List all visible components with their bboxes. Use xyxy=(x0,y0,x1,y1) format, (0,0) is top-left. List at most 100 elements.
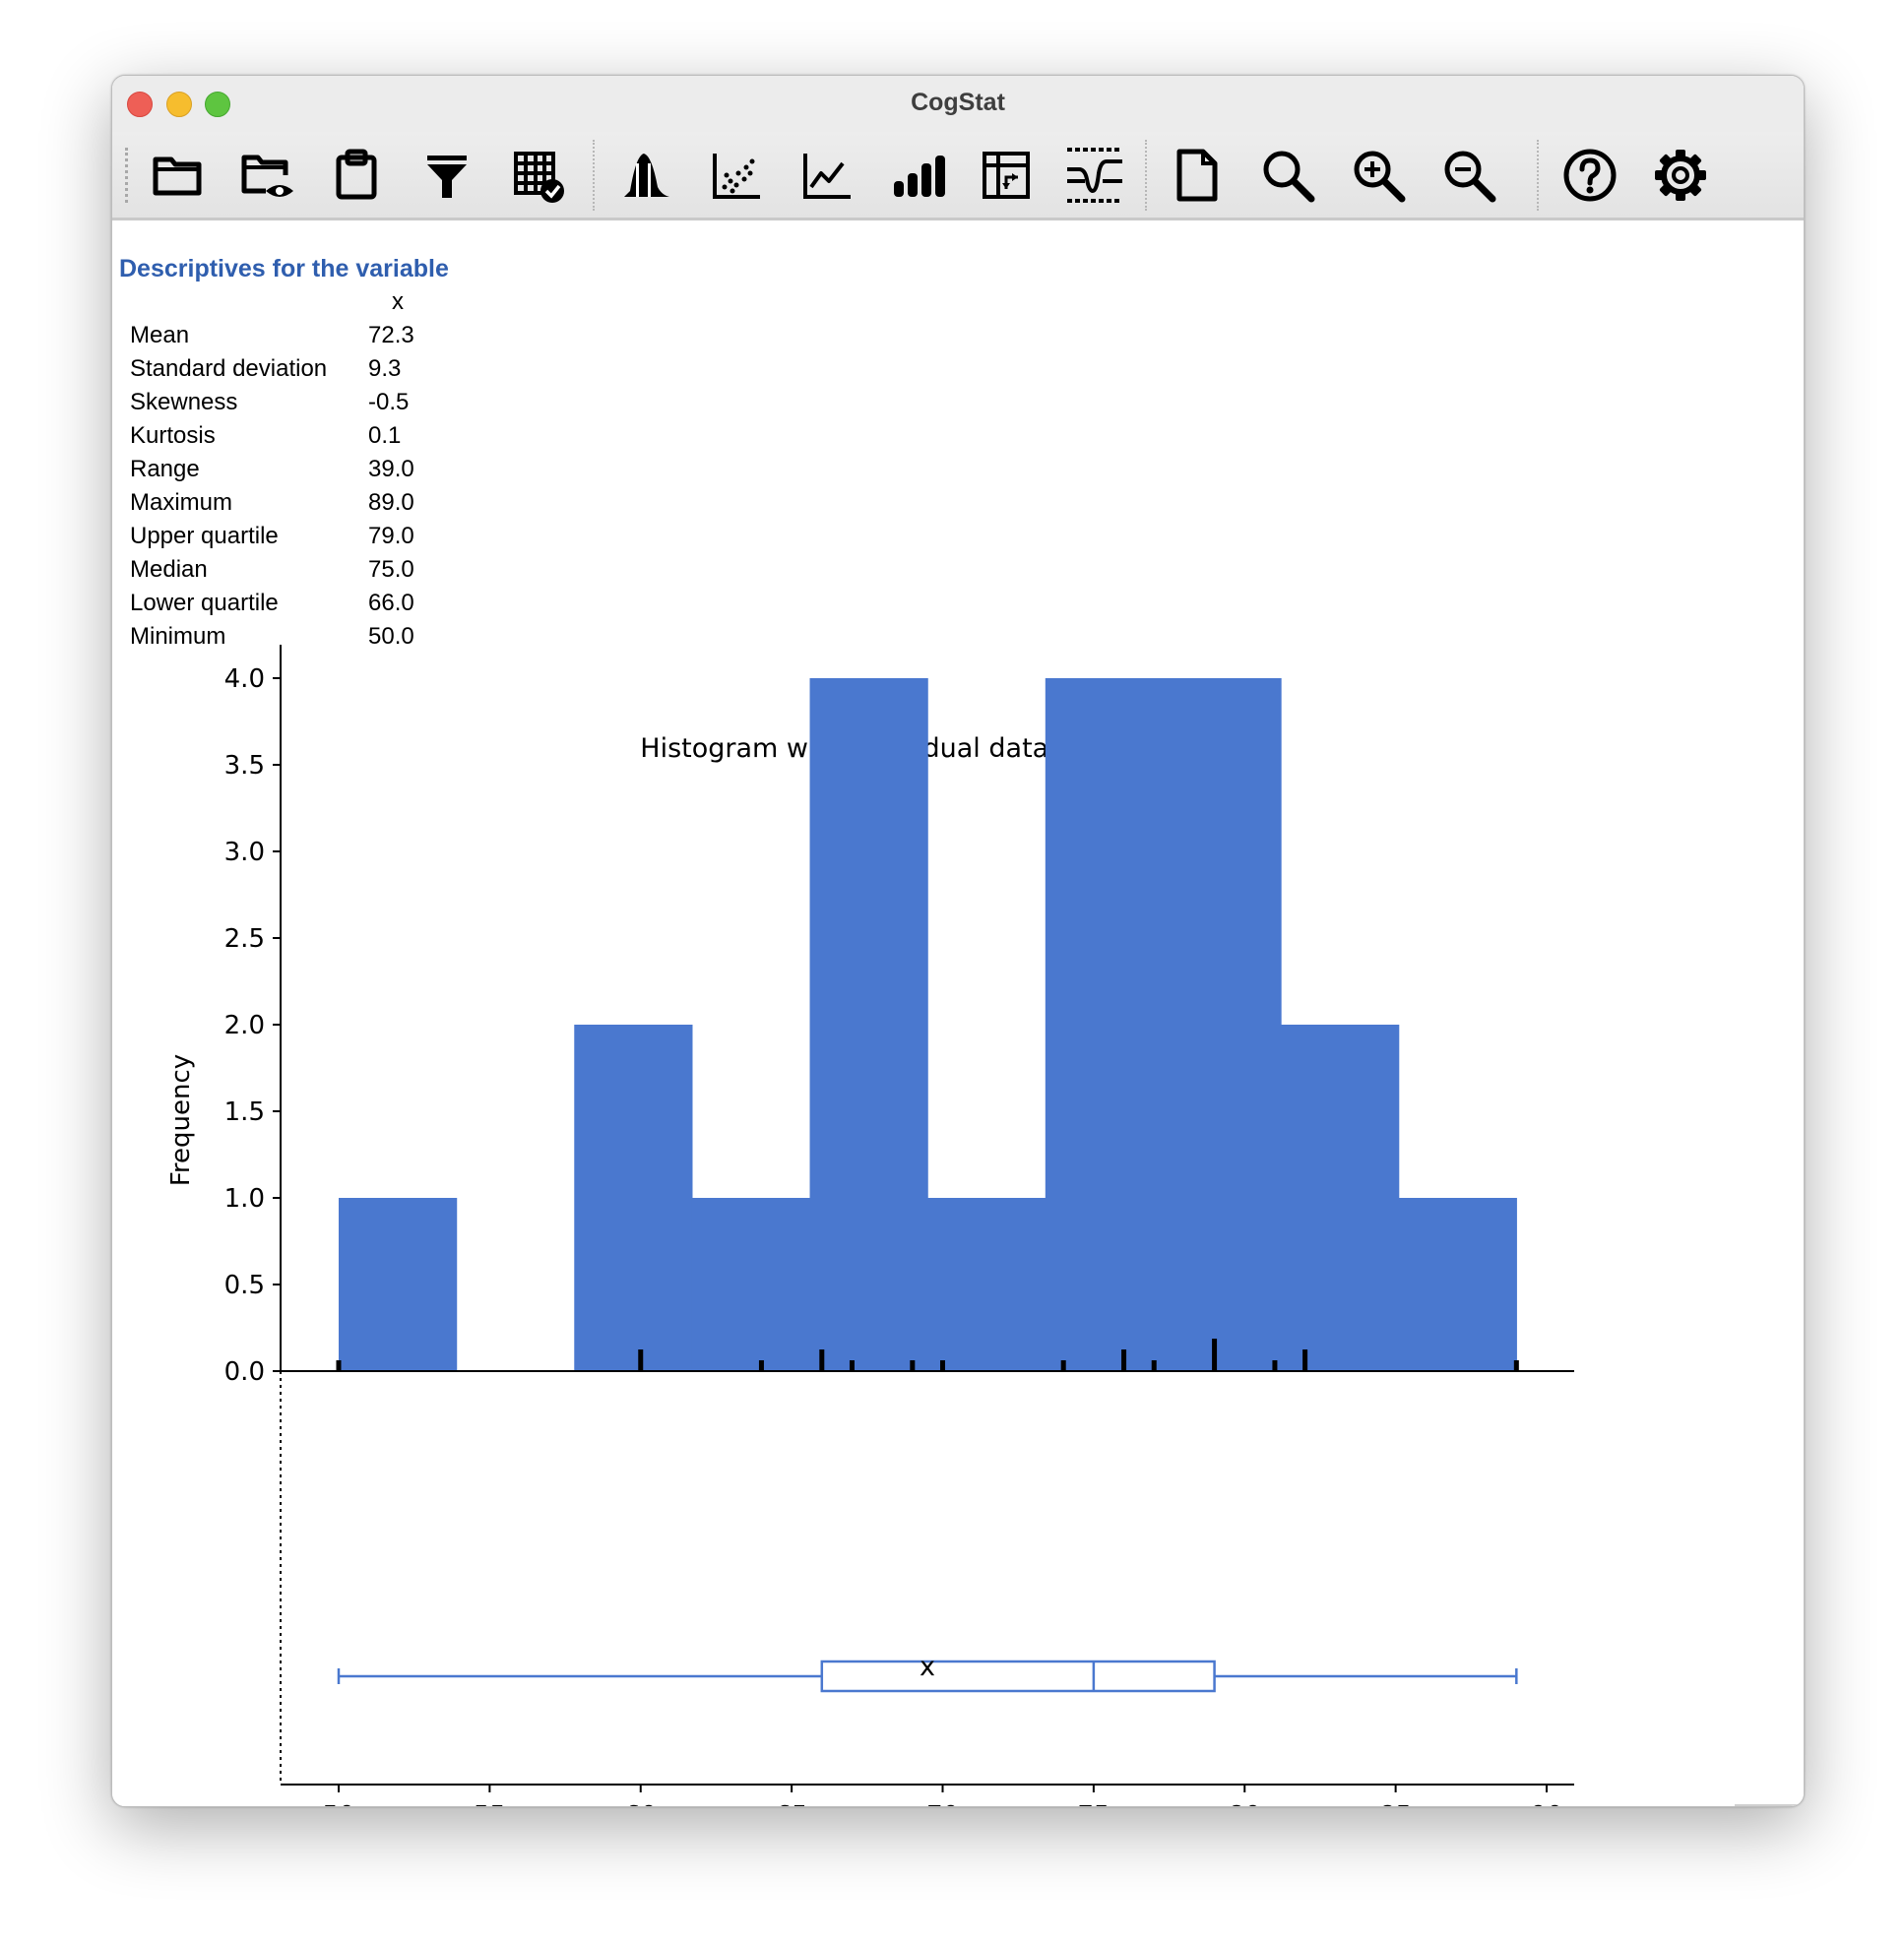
compare-groups-icon[interactable] xyxy=(1063,144,1126,207)
close-window-button[interactable] xyxy=(127,92,153,117)
y-tick-label: 0.0 xyxy=(224,1357,265,1387)
y-axis-label: Frequency xyxy=(166,1054,196,1186)
x-tick-label: 65 xyxy=(776,1801,808,1806)
resize-grip[interactable] xyxy=(1735,1804,1804,1806)
histogram-bar xyxy=(927,1198,1047,1371)
data-point-mark xyxy=(1302,1349,1308,1371)
stat-value: 9.3 xyxy=(368,355,402,382)
x-tick-label: 80 xyxy=(1229,1801,1261,1806)
y-tick-label: 1.0 xyxy=(224,1184,265,1214)
y-tick-label: 4.0 xyxy=(224,664,265,694)
stat-label: Kurtosis xyxy=(130,422,216,449)
help-icon[interactable] xyxy=(1558,144,1621,207)
table-row: Minimum 50.0 xyxy=(130,623,465,657)
table-row: Mean 72.3 xyxy=(130,322,465,355)
table-row: Median 75.0 xyxy=(130,556,465,590)
histogram-bar xyxy=(1281,1025,1400,1371)
x-tick-label: 55 xyxy=(474,1801,506,1806)
stat-label: Mean xyxy=(130,322,190,348)
individual-data-marks xyxy=(336,1339,1519,1371)
stat-label: Lower quartile xyxy=(130,590,279,616)
toolbar-separator xyxy=(1537,140,1539,211)
toolbar-handle[interactable] xyxy=(125,148,128,203)
data-point-mark xyxy=(910,1360,916,1371)
y-tick-label: 3.5 xyxy=(224,751,265,781)
stat-value: 0.1 xyxy=(368,422,402,449)
x-tick-label: 85 xyxy=(1379,1801,1412,1806)
stat-label: Maximum xyxy=(130,489,233,516)
toolbar-separator xyxy=(1145,140,1147,211)
zoom-in-icon[interactable] xyxy=(1347,144,1410,207)
pivot-table-icon[interactable] xyxy=(975,144,1038,207)
x-tick-label: 50 xyxy=(322,1801,354,1806)
stat-label: Minimum xyxy=(130,623,226,650)
histogram-bars xyxy=(339,678,1517,1371)
search-icon[interactable] xyxy=(1256,144,1319,207)
data-point-mark xyxy=(940,1360,945,1371)
table-row: Maximum 89.0 xyxy=(130,489,465,523)
descriptives-header-row: x xyxy=(130,288,465,322)
output-pane[interactable]: Descriptives for the variable x Mean 72.3… xyxy=(112,220,1804,1806)
line-chart-icon[interactable] xyxy=(795,144,858,207)
maximize-window-button[interactable] xyxy=(205,92,230,117)
histogram-bar xyxy=(574,1025,693,1371)
histogram-bar xyxy=(1398,1198,1517,1371)
scatter-plot-icon[interactable] xyxy=(705,144,768,207)
data-point-mark xyxy=(758,1360,764,1371)
histogram-bar xyxy=(809,678,928,1371)
data-table-check-icon[interactable] xyxy=(506,144,569,207)
new-document-icon[interactable] xyxy=(1166,144,1229,207)
table-row: Skewness -0.5 xyxy=(130,389,465,422)
distribution-icon[interactable] xyxy=(614,144,677,207)
descriptives-heading: Descriptives for the variable xyxy=(119,255,449,282)
stat-value: 89.0 xyxy=(368,489,414,516)
data-point-mark xyxy=(1513,1360,1519,1371)
x-tick-label: 60 xyxy=(624,1801,657,1806)
histogram-bar xyxy=(1163,678,1282,1371)
toolbar xyxy=(112,132,1804,220)
x-tick-label: 75 xyxy=(1077,1801,1110,1806)
x-tick-label: 90 xyxy=(1530,1801,1562,1806)
table-row: Upper quartile 79.0 xyxy=(130,523,465,556)
minimize-window-button[interactable] xyxy=(166,92,192,117)
y-tick-label: 2.5 xyxy=(224,924,265,954)
table-row: Range 39.0 xyxy=(130,456,465,489)
table-row: Standard deviation 9.3 xyxy=(130,355,465,389)
table-row: Kurtosis 0.1 xyxy=(130,422,465,456)
y-tick-label: 0.5 xyxy=(224,1271,265,1300)
data-point-mark xyxy=(819,1349,825,1371)
title-bar: CogStat xyxy=(112,76,1804,133)
app-window: CogStat xyxy=(111,75,1805,1807)
x-tick-label: 70 xyxy=(926,1801,959,1806)
data-point-mark xyxy=(336,1360,342,1371)
data-point-mark xyxy=(638,1349,644,1371)
zoom-out-icon[interactable] xyxy=(1437,144,1500,207)
descriptives-column-header: x xyxy=(392,288,404,315)
paste-data-icon[interactable] xyxy=(325,144,388,207)
boxplot-box xyxy=(820,1660,1216,1693)
filter-icon[interactable] xyxy=(415,144,478,207)
stat-value: 72.3 xyxy=(368,322,414,348)
open-demo-data-icon[interactable] xyxy=(236,144,299,207)
x-axis-label: x xyxy=(920,1652,935,1682)
data-point-mark xyxy=(1272,1360,1278,1371)
stat-label: Upper quartile xyxy=(130,523,279,549)
data-point-mark xyxy=(1121,1349,1127,1371)
open-folder-icon[interactable] xyxy=(146,144,209,207)
stat-label: Skewness xyxy=(130,389,238,415)
data-point-mark xyxy=(849,1360,855,1371)
histogram-bar xyxy=(691,1198,811,1371)
stat-value: 79.0 xyxy=(368,523,414,549)
stat-value: 66.0 xyxy=(368,590,414,616)
descriptives-table: x Mean 72.3 Standard deviation 9.3 Skewnes… xyxy=(130,288,465,657)
data-point-mark xyxy=(1151,1360,1157,1371)
stat-label: Median xyxy=(130,556,208,583)
stat-value: 39.0 xyxy=(368,456,414,482)
window-title: CogStat xyxy=(911,89,1005,116)
settings-gear-icon[interactable] xyxy=(1649,144,1712,207)
histogram-boxplot-chart: Histogram with individual data and boxpl… xyxy=(166,645,1574,1806)
y-tick-label: 3.0 xyxy=(224,838,265,867)
stat-value: -0.5 xyxy=(368,389,410,415)
bar-chart-icon[interactable] xyxy=(886,144,949,207)
histogram-bar xyxy=(1045,678,1165,1371)
